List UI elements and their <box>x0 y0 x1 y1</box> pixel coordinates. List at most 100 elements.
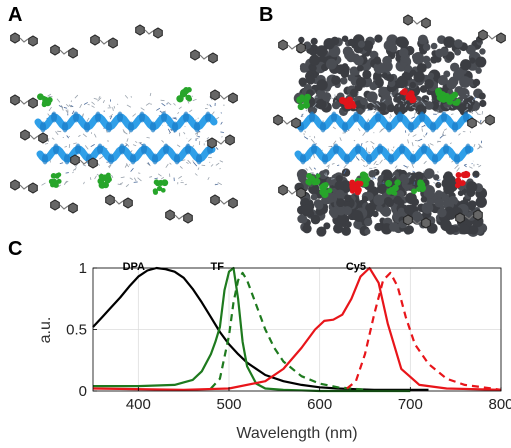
lipid-stroke <box>363 164 366 168</box>
protein-atom <box>382 55 392 66</box>
lipid-stroke <box>331 145 333 148</box>
linker-icon <box>287 189 297 195</box>
helix-turn <box>331 111 337 123</box>
atom-dot <box>445 96 452 103</box>
lipid-stroke <box>211 111 215 115</box>
protein-atom <box>341 35 349 42</box>
dpa-molecule <box>455 209 483 224</box>
lipid-stroke <box>454 164 459 170</box>
dpa-molecule <box>70 154 98 169</box>
protein-atom <box>336 206 346 216</box>
hexagon-icon <box>210 194 220 206</box>
protein-atom <box>353 55 364 66</box>
lipid-stroke <box>108 164 112 169</box>
helix-turn <box>366 153 372 165</box>
protein-atom <box>305 75 316 85</box>
peptide-molecule <box>296 93 311 111</box>
protein-atom <box>386 104 396 113</box>
helix-turn <box>161 111 167 123</box>
protein-atom <box>365 202 376 214</box>
atom-dot <box>161 179 169 187</box>
lipid-stroke <box>159 110 163 113</box>
helix-turn <box>196 153 202 165</box>
lipid-stroke <box>220 121 223 125</box>
protein-atom <box>315 98 327 110</box>
lipid-stroke <box>194 173 198 176</box>
lipid-stroke <box>97 97 102 102</box>
hexagon-icon <box>478 29 488 41</box>
protein-atom <box>410 172 418 179</box>
helix-turn <box>174 153 180 165</box>
protein-atom <box>459 76 471 88</box>
linker-icon <box>99 39 109 45</box>
lipid-stroke <box>132 113 137 117</box>
lipid-stroke <box>424 99 429 101</box>
lipid-stroke <box>91 105 95 108</box>
chart-annotations: DPA TF Cy5 <box>123 261 366 273</box>
atom-dot <box>321 188 329 196</box>
protein-atom <box>412 210 422 221</box>
protein-atom <box>404 64 413 73</box>
dye-molecule <box>349 179 364 196</box>
lipid-stroke <box>124 95 129 99</box>
lipid-stroke <box>474 110 479 115</box>
lipid-stroke <box>129 177 133 180</box>
atom-dot <box>355 182 361 188</box>
atom-dot <box>152 188 158 194</box>
helix-turn <box>342 121 348 133</box>
series-line-4 <box>346 271 502 391</box>
lipid-stroke <box>407 139 409 144</box>
protein-atom <box>415 104 427 116</box>
atom-dot <box>455 98 461 105</box>
lipid-stroke <box>474 176 477 178</box>
lipid-stroke <box>303 136 309 140</box>
lipid-stroke <box>178 175 183 179</box>
protein-atom <box>465 44 476 55</box>
lipid-stroke <box>47 138 50 142</box>
protein-atom <box>479 99 487 108</box>
helix-turn <box>309 111 315 123</box>
lipid-stroke <box>466 93 468 96</box>
protein-atom <box>366 91 378 103</box>
lipid-stroke <box>73 142 77 145</box>
protein-atom <box>346 53 356 63</box>
lipid-stroke <box>423 135 426 138</box>
lipid-stroke <box>91 101 95 105</box>
lipid-stroke <box>81 113 84 118</box>
dye-molecule <box>454 170 471 189</box>
lipid-stroke <box>450 113 454 115</box>
atom-dot <box>327 188 333 194</box>
helix-turn <box>353 111 359 123</box>
protein-atom <box>429 227 436 234</box>
protein-atom <box>398 47 409 58</box>
lipid-stroke <box>473 143 476 148</box>
hexagon-icon <box>10 32 20 44</box>
lipid-stroke <box>372 107 376 109</box>
atom-dot <box>299 94 305 100</box>
dpa-molecule <box>10 179 38 194</box>
dpa-molecule <box>478 29 506 44</box>
protein-atom <box>389 44 398 53</box>
protein-atom <box>331 101 341 110</box>
lipid-stroke <box>170 128 173 131</box>
hexagon-icon <box>68 47 78 59</box>
lipid-stroke <box>356 156 360 161</box>
lipid-stroke <box>112 107 114 111</box>
protein-atom <box>360 97 368 106</box>
lipid-stroke <box>93 97 98 100</box>
lipid-stroke <box>47 93 52 97</box>
helix-turn <box>432 153 438 165</box>
atom-dot <box>313 178 321 186</box>
lipid-stroke <box>44 142 49 145</box>
hexagon-icon <box>183 212 193 224</box>
lipid-stroke <box>412 106 416 109</box>
protein-atom <box>417 34 428 45</box>
helix-turn <box>42 153 48 165</box>
protein-atom <box>364 228 371 235</box>
lipid-stroke <box>71 110 75 115</box>
atom-dot <box>455 171 462 178</box>
hexagon-icon <box>68 202 78 214</box>
hexagon-icon <box>296 42 306 54</box>
lipid-stroke <box>161 102 166 107</box>
helix-turn <box>322 153 328 165</box>
